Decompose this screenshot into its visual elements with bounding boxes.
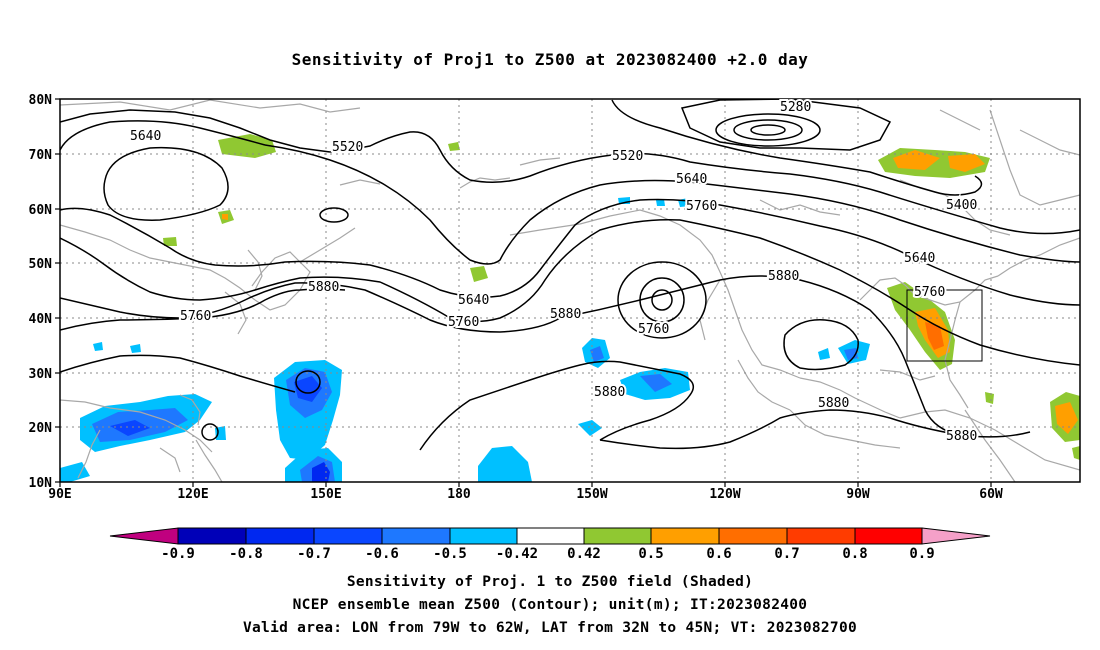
- colorbar-label: -0.8: [229, 546, 263, 562]
- contour-label: 5640: [458, 293, 489, 308]
- caption-contour: NCEP ensemble mean Z500 (Contour); unit(…: [292, 597, 808, 613]
- colorbar-swatch: [449, 527, 518, 545]
- lat-label: 80N: [29, 93, 53, 108]
- lon-label: 120E: [177, 487, 208, 502]
- positive-sensitivity-area: [218, 134, 276, 158]
- lon-label: 150W: [576, 487, 607, 502]
- colorbar-swatch: [381, 527, 451, 545]
- contour-label: 5760: [638, 322, 669, 337]
- colorbar-swatch: [786, 527, 856, 545]
- contour-label: 5760: [448, 315, 479, 330]
- longitude-labels: 90E 120E 150E 180 150W 120W 90W 60W: [48, 487, 1003, 502]
- colorbar-swatch: [313, 527, 383, 545]
- lat-label: 60N: [29, 203, 53, 218]
- lat-label: 30N: [29, 367, 53, 382]
- colorbar-swatch: [650, 527, 720, 545]
- lon-label: 150E: [310, 487, 341, 502]
- colorbar-label: 0.9: [909, 546, 934, 562]
- contour-label: 5280: [780, 100, 811, 115]
- negative-sensitivity-area: [110, 420, 150, 436]
- contour-label: 5640: [130, 129, 161, 144]
- colorbar: -0.9 -0.8 -0.7 -0.6 -0.5 -0.42 0.42 0.5 …: [109, 527, 991, 562]
- contour-label: 5640: [904, 251, 935, 266]
- colorbar-label: 0.42: [567, 546, 601, 562]
- colorbar-label: 0.8: [842, 546, 867, 562]
- caption-shaded: Sensitivity of Proj. 1 to Z500 field (Sh…: [346, 574, 754, 590]
- lat-label: 20N: [29, 421, 53, 436]
- positive-sensitivity-area: [948, 154, 985, 172]
- negative-sensitivity-area: [578, 420, 602, 436]
- lat-label: 70N: [29, 148, 53, 163]
- lat-label: 40N: [29, 312, 53, 327]
- caption-valid-area: Valid area: LON from 79W to 62W, LAT fro…: [242, 620, 858, 636]
- positive-sensitivity-area: [163, 237, 177, 246]
- positive-sensitivity-area: [985, 392, 994, 404]
- contour-label: 5880: [768, 269, 799, 284]
- colorbar-low-arrow: [109, 527, 179, 545]
- contour-label: 5880: [594, 385, 625, 400]
- plot-frame: [59, 98, 1081, 483]
- colorbar-high-arrow: [921, 527, 991, 545]
- contour-label: 5880: [308, 280, 339, 295]
- contour-label: 5520: [612, 149, 643, 164]
- axis-ticks: [55, 98, 992, 487]
- contour-label: 5640: [676, 172, 707, 187]
- negative-sensitivity-area: [656, 199, 665, 206]
- colorbar-label: 0.5: [638, 546, 663, 562]
- colorbar-swatch: [583, 527, 652, 545]
- lat-label: 10N: [29, 476, 53, 491]
- shaded-sensitivity-layer: [60, 134, 1080, 482]
- positive-sensitivity-area: [1072, 446, 1080, 460]
- latitude-labels: 80N 70N 60N 50N 40N 30N 20N 10N: [29, 93, 53, 491]
- positive-sensitivity-area: [470, 266, 488, 282]
- positive-sensitivity-area: [1055, 402, 1078, 434]
- lon-label: 60W: [979, 487, 1003, 502]
- contour-label: 5760: [686, 199, 717, 214]
- contour-label: 5760: [914, 285, 945, 300]
- contour-label: 5880: [550, 307, 581, 322]
- contour-label: 5520: [332, 140, 363, 155]
- lon-label: 120W: [709, 487, 740, 502]
- contour-labels: 5280 5400 5520 5520 5640 5640 5640 5640 …: [128, 98, 979, 446]
- lat-label: 50N: [29, 257, 53, 272]
- negative-sensitivity-area: [478, 446, 532, 482]
- colorbar-label: -0.42: [496, 546, 538, 562]
- negative-sensitivity-area: [60, 462, 90, 482]
- contour-label: 5400: [946, 198, 977, 213]
- colorbar-swatch: [718, 527, 788, 545]
- colorbar-label: -0.6: [365, 546, 399, 562]
- contour-label: 5880: [946, 429, 977, 444]
- z500-contours: [60, 99, 1080, 451]
- positive-sensitivity-area: [893, 150, 940, 170]
- colorbar-label: 0.7: [774, 546, 799, 562]
- contour-label: 5880: [818, 396, 849, 411]
- chart-title: Sensitivity of Proj1 to Z500 at 20230824…: [291, 50, 809, 69]
- lon-label: 90W: [846, 487, 870, 502]
- positive-sensitivity-area: [222, 214, 228, 220]
- positive-sensitivity-area: [925, 322, 944, 350]
- negative-sensitivity-area: [93, 342, 103, 351]
- contour-label: 5760: [180, 309, 211, 324]
- colorbar-label: -0.9: [161, 546, 195, 562]
- valid-area-box: [906, 289, 983, 362]
- negative-sensitivity-area: [590, 346, 604, 362]
- colorbar-label: -0.5: [433, 546, 467, 562]
- colorbar-swatch: [177, 527, 247, 545]
- colorbar-swatch: [854, 527, 923, 545]
- positive-sensitivity-area: [448, 142, 460, 151]
- colorbar-label: -0.7: [297, 546, 331, 562]
- colorbar-swatch: [516, 527, 585, 545]
- lon-label: 90E: [48, 487, 71, 502]
- negative-sensitivity-area: [130, 344, 141, 353]
- colorbar-label: 0.6: [706, 546, 731, 562]
- lon-label: 180: [447, 487, 471, 502]
- coastlines: [60, 99, 1080, 482]
- negative-sensitivity-area: [294, 376, 322, 402]
- colorbar-swatch: [245, 527, 315, 545]
- negative-sensitivity-area: [640, 374, 672, 392]
- negative-sensitivity-area: [818, 348, 830, 360]
